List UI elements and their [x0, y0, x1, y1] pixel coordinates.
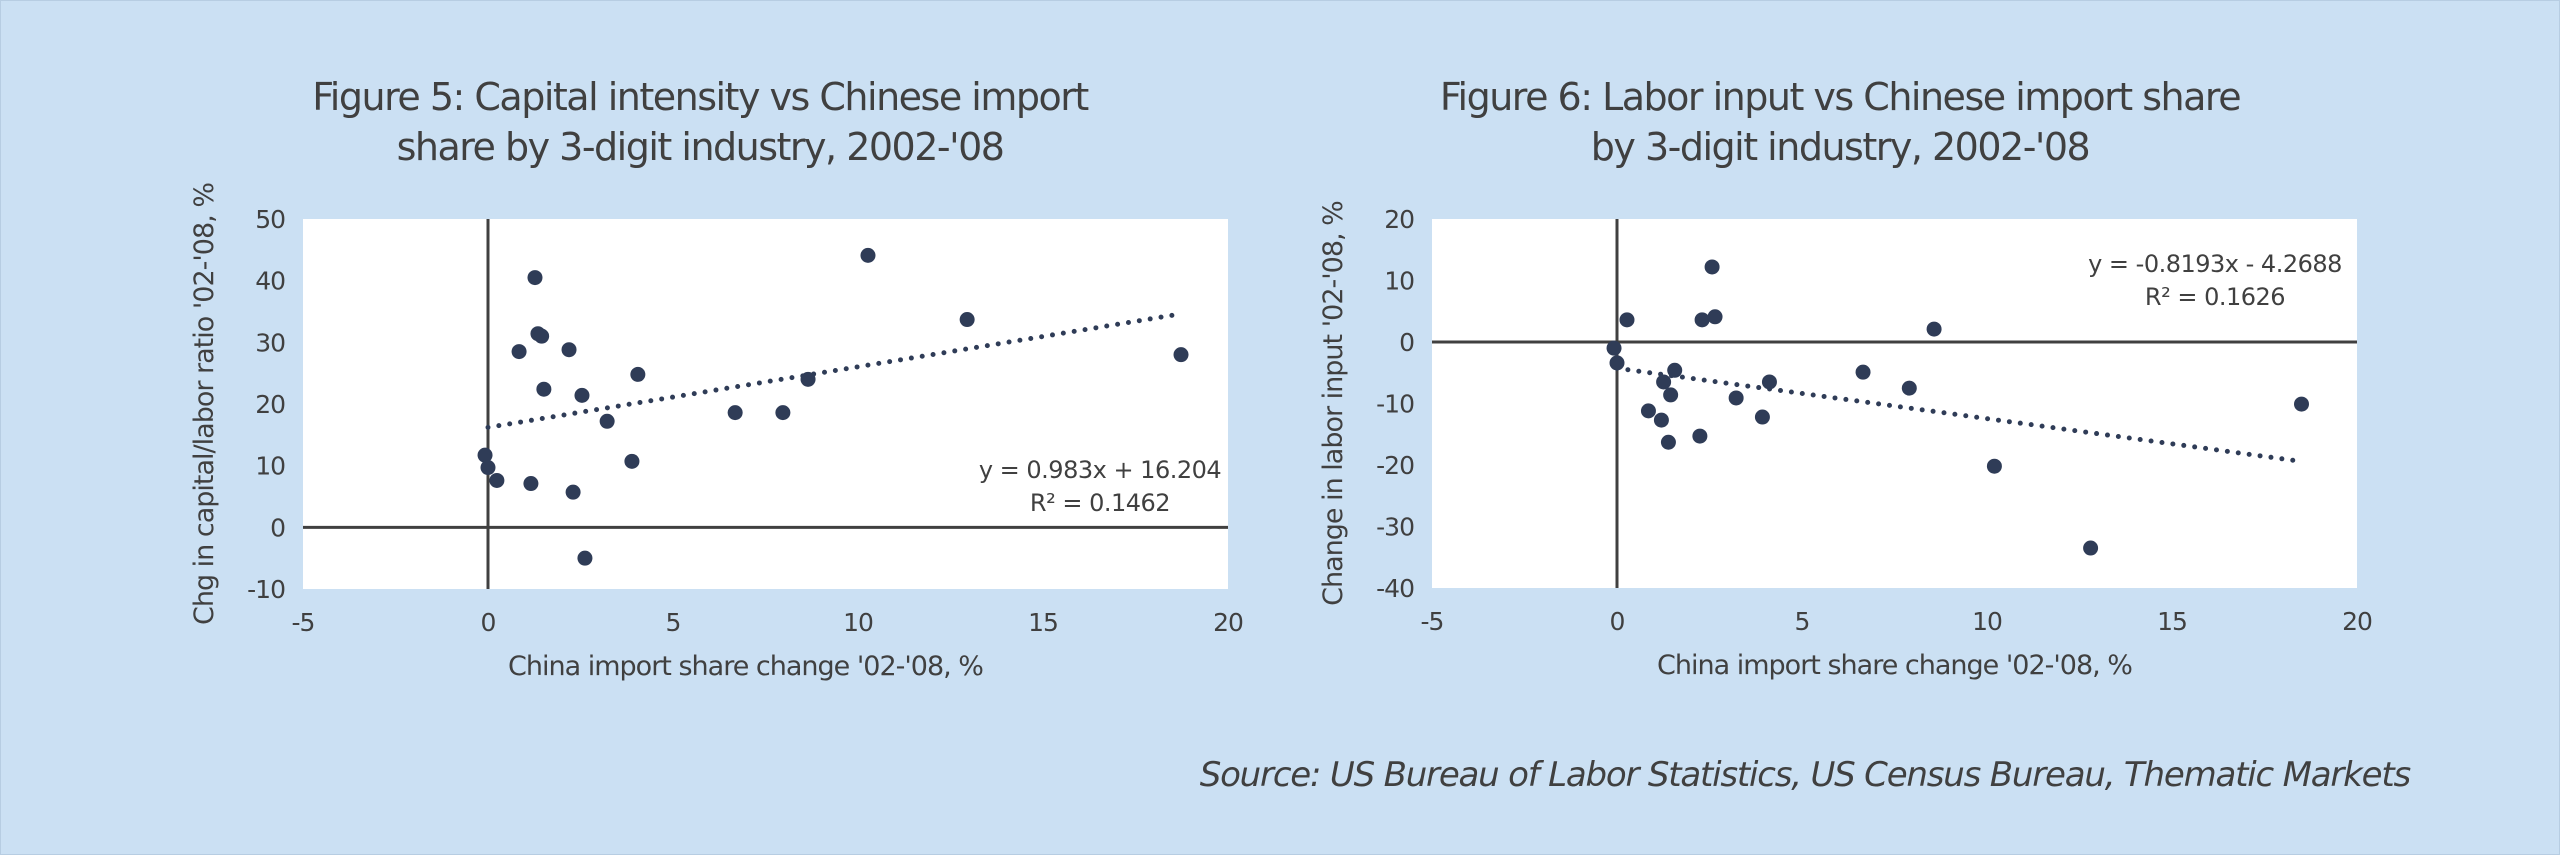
figure-6-data-point	[1667, 362, 1683, 378]
figure-6-data-point	[1692, 428, 1708, 444]
figure-6-data-point	[1761, 374, 1777, 390]
figure-5-data-point	[565, 484, 581, 500]
figure-6-x-axis-label: China import share change '02-'08, %	[1657, 650, 2132, 681]
figure-5-x-tick-label: 10	[843, 608, 873, 637]
figure-5-data-point	[511, 344, 527, 360]
figure-6-y-tick-label: 0	[1399, 328, 1414, 357]
figure-5-y-tick-label: 50	[255, 205, 285, 234]
figure-5-data-point	[574, 387, 590, 403]
figure-6-data-point	[1986, 458, 2002, 474]
figure-6-data-point	[1728, 390, 1744, 406]
figure-6-data-point	[2083, 540, 2099, 556]
figure-5-data-point	[536, 381, 552, 397]
figure-5-data-point	[480, 460, 496, 476]
figure-5-data-point	[477, 447, 493, 463]
figure-6-data-point	[1754, 409, 1770, 425]
figure-6-data-point	[1619, 312, 1635, 328]
figure-5-data-point	[561, 342, 577, 358]
figure-6-data-point	[2294, 396, 2309, 412]
figure-5-x-axis-label: China import share change '02-'08, %	[508, 651, 983, 682]
figure-5-data-point	[959, 312, 975, 328]
figure-6-x-tick-label: 15	[2157, 607, 2187, 636]
source-note: Source: US Bureau of Labor Statistics, U…	[1199, 755, 2411, 795]
figure-6-x-tick-label: 10	[1972, 607, 2002, 636]
figure-5-data-point	[523, 476, 539, 492]
figure-5-y-tick-label: 30	[255, 328, 285, 357]
figure-5-data-point	[527, 270, 543, 286]
figure-6-trend-equation: y = -0.8193x - 4.2688	[2088, 250, 2342, 278]
figure-5-x-tick-label: 20	[1213, 608, 1243, 637]
figure-6-data-point	[1653, 412, 1669, 428]
figure-5-data-point	[630, 366, 646, 382]
figure-6-title-line-1: Figure 6: Labor input vs Chinese import …	[1439, 75, 2242, 119]
figure-6-data-point	[1606, 340, 1622, 356]
figure-5-x-tick-label: -5	[292, 608, 315, 637]
figure-5-r-squared: R² = 0.1462	[1030, 489, 1170, 517]
figure-5-y-tick-label: -10	[247, 575, 285, 604]
figure-6-y-tick-label: -10	[1376, 390, 1414, 419]
figure-5-x-tick-label: 5	[666, 608, 681, 637]
figure-6-y-axis-label: Change in labor input '02-'08, %	[1318, 201, 1349, 606]
figure-5-y-tick-label: 20	[255, 390, 285, 419]
figure-5-y-tick-label: 0	[270, 513, 285, 542]
figure-6-y-tick-label: 20	[1384, 205, 1414, 234]
figure-5-title-line-2: share by 3-digit industry, 2002-'08	[396, 125, 1005, 169]
figure-6-data-point	[1855, 364, 1871, 380]
figure-6-x-tick-label: 20	[2342, 607, 2372, 636]
figure-6-plot-area	[1432, 219, 2357, 588]
figure-5-data-point	[775, 405, 791, 421]
figure-6-data-point	[1926, 321, 1942, 337]
figure-6-data-point	[1707, 309, 1723, 325]
figure-6-x-tick-label: -5	[1421, 607, 1444, 636]
figure-6-y-tick-label: -40	[1376, 574, 1414, 603]
figure-6-x-tick-label: 0	[1610, 607, 1625, 636]
figure-5-x-tick-label: 15	[1028, 608, 1058, 637]
figure-5-title: Figure 5: Capital intensity vs Chinese i…	[180, 72, 1220, 172]
figure-5-data-point	[800, 371, 816, 387]
figure-6-r-squared: R² = 0.1626	[2145, 283, 2285, 311]
figure-5-data-point	[599, 413, 615, 429]
figure-6-data-point	[1640, 403, 1656, 419]
figure-6-data-point	[1704, 259, 1720, 275]
figure-6-data-point	[1694, 312, 1710, 328]
figure-5-data-point	[489, 472, 505, 488]
figure-5-x-tick-label: 0	[481, 608, 496, 637]
figure-6-y-tick-label: 10	[1384, 267, 1414, 296]
figure-6-y-tick-label: -20	[1376, 451, 1414, 480]
figure-6-y-tick-label: -30	[1376, 513, 1414, 542]
figure-6-data-point	[1660, 434, 1676, 450]
figure-5-data-point	[577, 550, 593, 566]
figure-6-title-line-2: by 3-digit industry, 2002-'08	[1590, 125, 2091, 169]
figure-6-title: Figure 6: Labor input vs Chinese import …	[1300, 72, 2380, 172]
figure-5-data-point	[1173, 347, 1189, 363]
figure-5-y-tick-label: 10	[255, 452, 285, 481]
figure-5-title-line-1: Figure 5: Capital intensity vs Chinese i…	[312, 75, 1089, 119]
figure-5-data-point	[727, 405, 743, 421]
figure-6-data-point	[1663, 387, 1679, 403]
figure-5-trend-equation: y = 0.983x + 16.204	[979, 456, 1221, 484]
figure-6-data-point	[1656, 374, 1672, 390]
figure-5-data-point	[534, 328, 550, 344]
figure-6-data-point	[1609, 355, 1625, 371]
figure-5-data-point	[860, 247, 876, 263]
figure-5-data-point	[624, 453, 640, 469]
figure-5-trendline	[485, 312, 1179, 430]
figure-5-y-axis-label: Chg in capital/labor ratio '02-'08, %	[189, 183, 220, 625]
figure-5-y-tick-label: 40	[255, 267, 285, 296]
figure-6-x-tick-label: 5	[1795, 607, 1810, 636]
figure-6-data-point	[1901, 380, 1917, 396]
